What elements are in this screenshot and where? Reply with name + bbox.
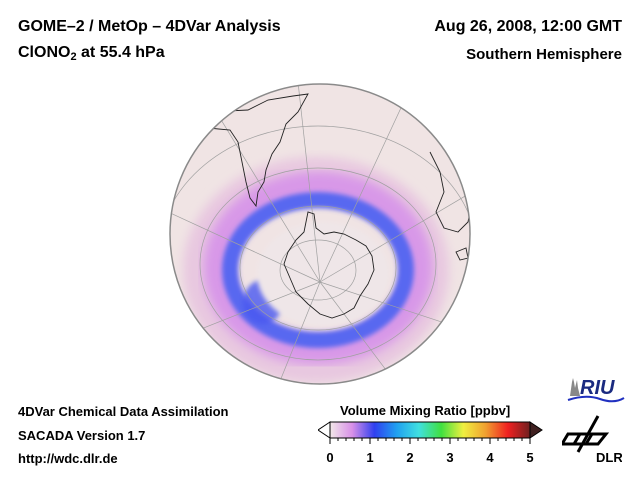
- colorbar-tick-label: 1: [366, 450, 374, 465]
- colorbar-tick-label: 2: [406, 450, 414, 465]
- ring-halo: [203, 171, 433, 365]
- title-instrument: GOME–2 / MetOp – 4DVar Analysis: [18, 18, 281, 35]
- dlr-logo: DLR: [562, 415, 622, 465]
- vortex-interior: [257, 222, 389, 326]
- footer-version: SACADA Version 1.7: [18, 428, 146, 443]
- colorbar-tick-label: 0: [326, 450, 334, 465]
- riu-text: RIU: [580, 377, 615, 399]
- australia-coast: [237, 377, 261, 384]
- species-level: at 55.4 hPa: [76, 44, 165, 61]
- riu-logo: RIU: [567, 377, 625, 403]
- dlr-text: DLR: [596, 450, 622, 465]
- colorbar-under-arrow: [318, 421, 331, 439]
- species-main: ClONO: [18, 44, 71, 61]
- colorbar-gradient: [329, 421, 531, 439]
- colorbar-tick-label: 3: [446, 450, 454, 465]
- footer-url[interactable]: http://wdc.dlr.de: [18, 451, 118, 466]
- colorbar-tick-label: 4: [486, 450, 494, 465]
- colorbar-over-arrow: [529, 421, 543, 439]
- title-species: ClONO2 at 55.4 hPa: [18, 44, 165, 63]
- species-sub: 2: [70, 51, 77, 63]
- graticule: [170, 84, 470, 384]
- region-label: Southern Hemisphere: [466, 46, 622, 63]
- cathedral-icon: [570, 378, 580, 396]
- footer-system: 4DVar Chemical Data Assimilation: [18, 404, 229, 419]
- date-label: Aug 26, 2008, 12:00 GMT: [434, 18, 622, 35]
- globe-outline: [169, 83, 471, 385]
- dlr-emblem-icon: [562, 415, 610, 453]
- south-america-coast: [187, 93, 309, 208]
- antarctica-coast: [283, 211, 375, 319]
- vortex-ring: [222, 192, 414, 348]
- colorbar-title: Volume Mixing Ratio [ppbv]: [340, 403, 511, 418]
- africa-coast: [429, 151, 470, 233]
- river-icon: [567, 395, 625, 403]
- globe-map: [169, 83, 471, 385]
- colorbar-tick-label: 5: [526, 450, 534, 465]
- colorbar: [318, 421, 543, 444]
